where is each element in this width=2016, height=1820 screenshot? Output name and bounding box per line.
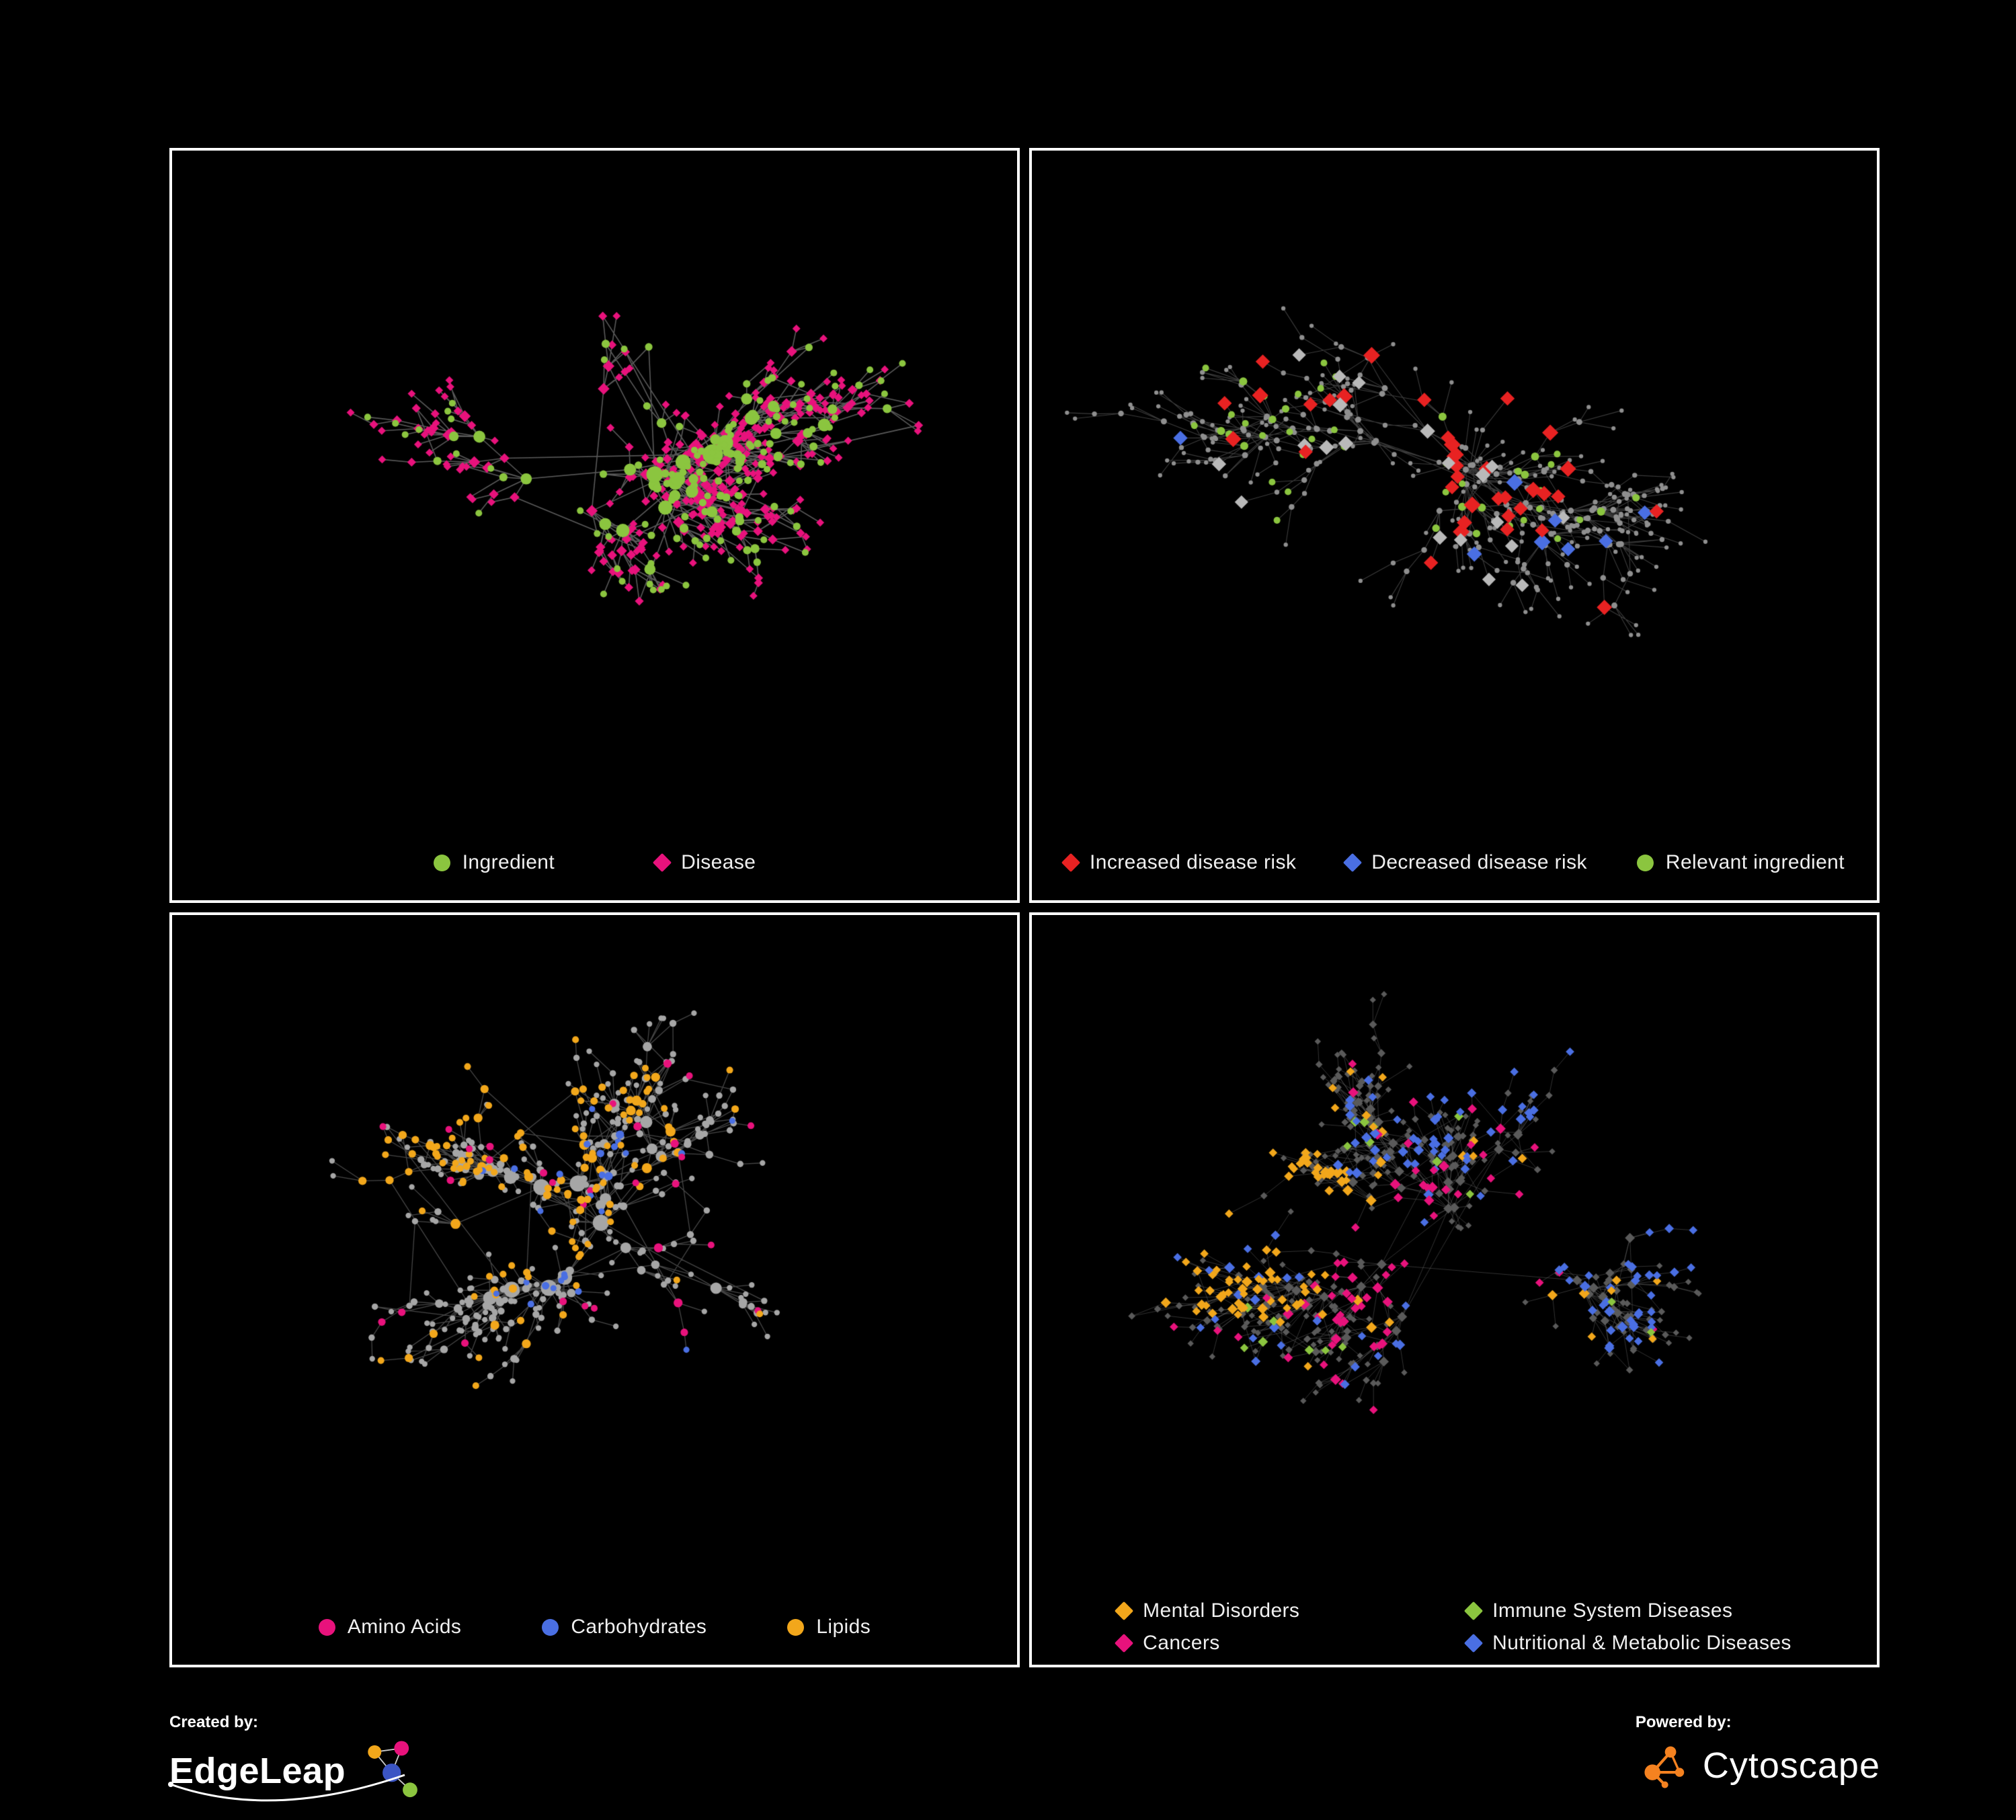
legend-disease-risk: Increased disease risk Decreased disease… — [1032, 825, 1877, 900]
legend-item-cancers: Cancers — [1115, 1632, 1426, 1655]
ingredient-swatch-icon — [433, 854, 450, 871]
legend-item-nutritional-metabolic: Nutritional & Metabolic Diseases — [1464, 1632, 1791, 1655]
legend-label-decreased-risk: Decreased disease risk — [1371, 851, 1587, 873]
legend-label-relevant-ingredient: Relevant ingredient — [1665, 851, 1845, 873]
legend-macronutrients: Amino Acids Carbohydrates Lipids — [172, 1589, 1017, 1665]
legend-label-cancers: Cancers — [1143, 1632, 1220, 1654]
edgeleap-logo-icon — [368, 1741, 417, 1798]
legend-label-amino-acids: Amino Acids — [347, 1616, 462, 1638]
panel-grid: Ingredient Disease Increased disease ris… — [169, 148, 1880, 1667]
legend-label-nutritional-metabolic: Nutritional & Metabolic Diseases — [1492, 1632, 1791, 1654]
legend-label-immune-diseases: Immune System Diseases — [1492, 1599, 1733, 1622]
edgeleap-credit: Created by: EdgeLeap — [168, 1713, 424, 1805]
legend-disease-classes: Mental Disorders Immune System Diseases … — [1032, 1589, 1877, 1665]
legend-label-lipids: Lipids — [816, 1616, 871, 1638]
powered-by-label: Powered by: — [1635, 1713, 1732, 1731]
legend-item-disease: Disease — [652, 851, 756, 874]
legend-label-carbohydrates: Carbohydrates — [571, 1616, 707, 1638]
cytoscape-credit: Powered by: Cytoscape — [1636, 1713, 1880, 1794]
legend-item-ingredient: Ingredient — [433, 851, 555, 874]
legend-item-mental-disorders: Mental Disorders — [1115, 1599, 1426, 1622]
carbohydrates-swatch-icon — [542, 1618, 559, 1636]
legend-item-immune-diseases: Immune System Diseases — [1464, 1599, 1791, 1622]
figure-footer: Created by: EdgeLeap — [0, 1713, 2016, 1807]
mental-disorders-swatch-icon — [1115, 1601, 1134, 1621]
legend-item-relevant-ingredient: Relevant ingredient — [1636, 851, 1845, 874]
legend-item-increased-risk: Increased disease risk — [1061, 851, 1297, 874]
panel-disease-risk: Increased disease risk Decreased disease… — [1029, 148, 1880, 903]
network-graph-macronutrients — [172, 915, 1017, 1589]
legend-item-decreased-risk: Decreased disease risk — [1343, 851, 1587, 874]
immune-diseases-swatch-icon — [1464, 1601, 1484, 1621]
panel-disease-classes: Mental Disorders Immune System Diseases … — [1029, 912, 1880, 1667]
decreased-risk-swatch-icon — [1343, 853, 1363, 873]
cancers-swatch-icon — [1115, 1633, 1134, 1653]
cytoscape-wordmark: Cytoscape — [1702, 1745, 1880, 1786]
cytoscape-logo-icon — [1644, 1746, 1685, 1788]
legend-label-ingredient: Ingredient — [462, 851, 555, 873]
legend-label-mental-disorders: Mental Disorders — [1143, 1599, 1300, 1622]
increased-risk-swatch-icon — [1061, 853, 1081, 873]
legend-item-carbohydrates: Carbohydrates — [542, 1616, 707, 1638]
amino-acids-swatch-icon — [318, 1618, 335, 1636]
legend-label-increased-risk: Increased disease risk — [1090, 851, 1297, 873]
created-by-label: Created by: — [169, 1713, 259, 1731]
edgeleap-wordmark: EdgeLeap — [169, 1751, 346, 1791]
legend-item-amino-acids: Amino Acids — [318, 1616, 462, 1638]
network-graph-ingredient-disease — [172, 151, 1017, 825]
lipids-swatch-icon — [787, 1618, 805, 1636]
network-graph-disease-risk — [1032, 151, 1877, 825]
network-graph-disease-classes — [1032, 915, 1877, 1589]
legend-ingredient-disease: Ingredient Disease — [172, 825, 1017, 900]
panel-ingredient-disease: Ingredient Disease — [169, 148, 1020, 903]
legend-item-lipids: Lipids — [787, 1616, 871, 1638]
nutritional-metabolic-swatch-icon — [1464, 1633, 1484, 1653]
legend-label-disease: Disease — [681, 851, 756, 873]
panel-macronutrients: Amino Acids Carbohydrates Lipids — [169, 912, 1020, 1667]
disease-swatch-icon — [652, 853, 672, 873]
relevant-ingredient-swatch-icon — [1636, 854, 1654, 871]
